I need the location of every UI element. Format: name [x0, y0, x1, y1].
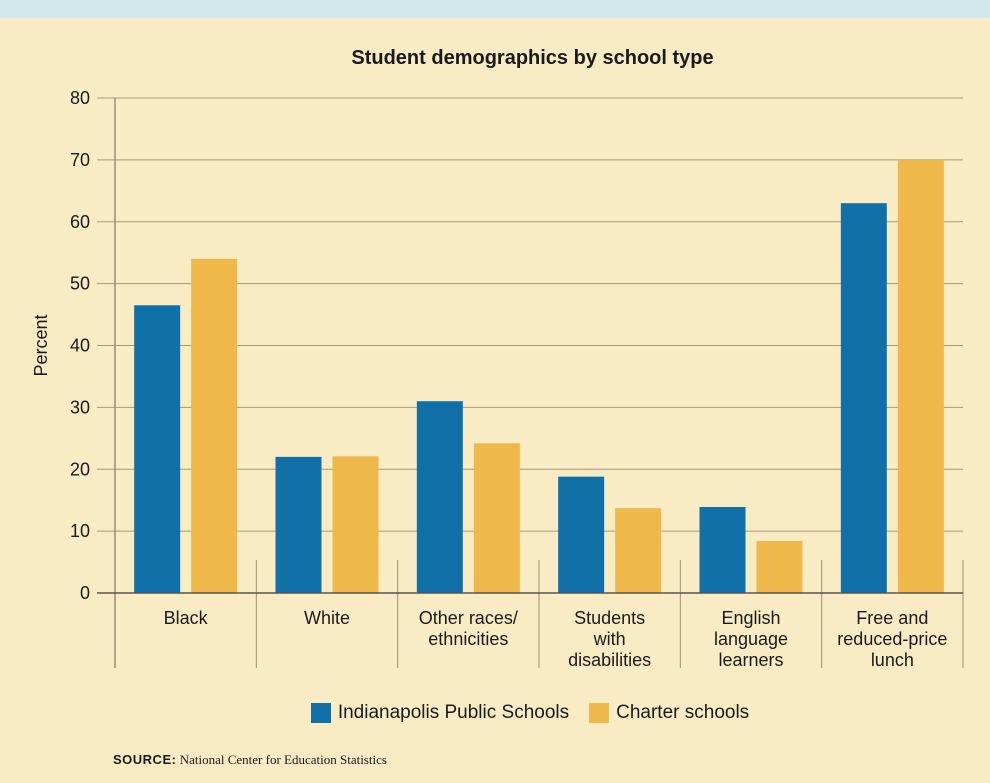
bar	[840, 203, 887, 593]
category-label: Free and reduced-price lunch	[837, 608, 947, 670]
y-tick-labels: 0 10 20 30 40 50 60 70 80	[70, 88, 90, 603]
bar	[416, 401, 463, 593]
legend-item-ips: Indianapolis Public Schools	[310, 702, 570, 724]
bar	[275, 456, 322, 593]
bar	[699, 506, 746, 593]
legend-label-ips: Indianapolis Public Schools	[337, 702, 570, 723]
category-label: Black	[164, 608, 209, 628]
bar	[897, 159, 944, 593]
legend-swatch-charter	[589, 703, 610, 723]
chart-title: Student demographics by school type	[351, 47, 714, 69]
y-tick-label: 60	[70, 212, 90, 232]
bar-chart: 0 10 20 30 40 50 60 70 80 Black White Other races/…	[31, 88, 964, 670]
y-tick-label: 30	[70, 397, 90, 417]
y-tick-label: 40	[70, 336, 90, 356]
source-label: SOURCE:	[113, 752, 177, 767]
y-axis-title: Percent	[31, 314, 51, 376]
category-label: Students with disabilities	[568, 608, 651, 670]
bars	[134, 159, 944, 593]
category-label: English language learners	[714, 608, 788, 670]
legend-swatch-ips	[310, 703, 331, 723]
y-tick-label: 50	[70, 274, 90, 294]
category-label: White	[304, 608, 350, 628]
y-tick-label: 20	[70, 459, 90, 479]
bar	[191, 258, 238, 593]
y-tick-label: 10	[70, 521, 90, 541]
category-labels: Black White Other races/ethnicities Student…	[164, 608, 948, 670]
legend-item-charter: Charter schools	[589, 702, 749, 724]
bar	[756, 541, 803, 593]
y-tick-label: 70	[70, 150, 90, 170]
bar	[134, 305, 181, 593]
source-text: National Center for Education Statistics	[179, 752, 387, 767]
legend: Indianapolis Public Schools Charter scho…	[0, 702, 990, 724]
category-label: Other races/ethnicities	[419, 608, 518, 649]
top-band	[0, 0, 990, 18]
y-tick-label: 0	[80, 583, 90, 603]
bar	[615, 508, 662, 593]
legend-label-charter: Charter schools	[616, 702, 750, 723]
source-note: SOURCE: National Center for Education St…	[113, 752, 387, 768]
y-tick-label: 80	[70, 88, 90, 108]
gridlines	[97, 97, 964, 668]
bar	[558, 476, 605, 593]
bar	[332, 456, 379, 593]
bar	[473, 443, 520, 593]
